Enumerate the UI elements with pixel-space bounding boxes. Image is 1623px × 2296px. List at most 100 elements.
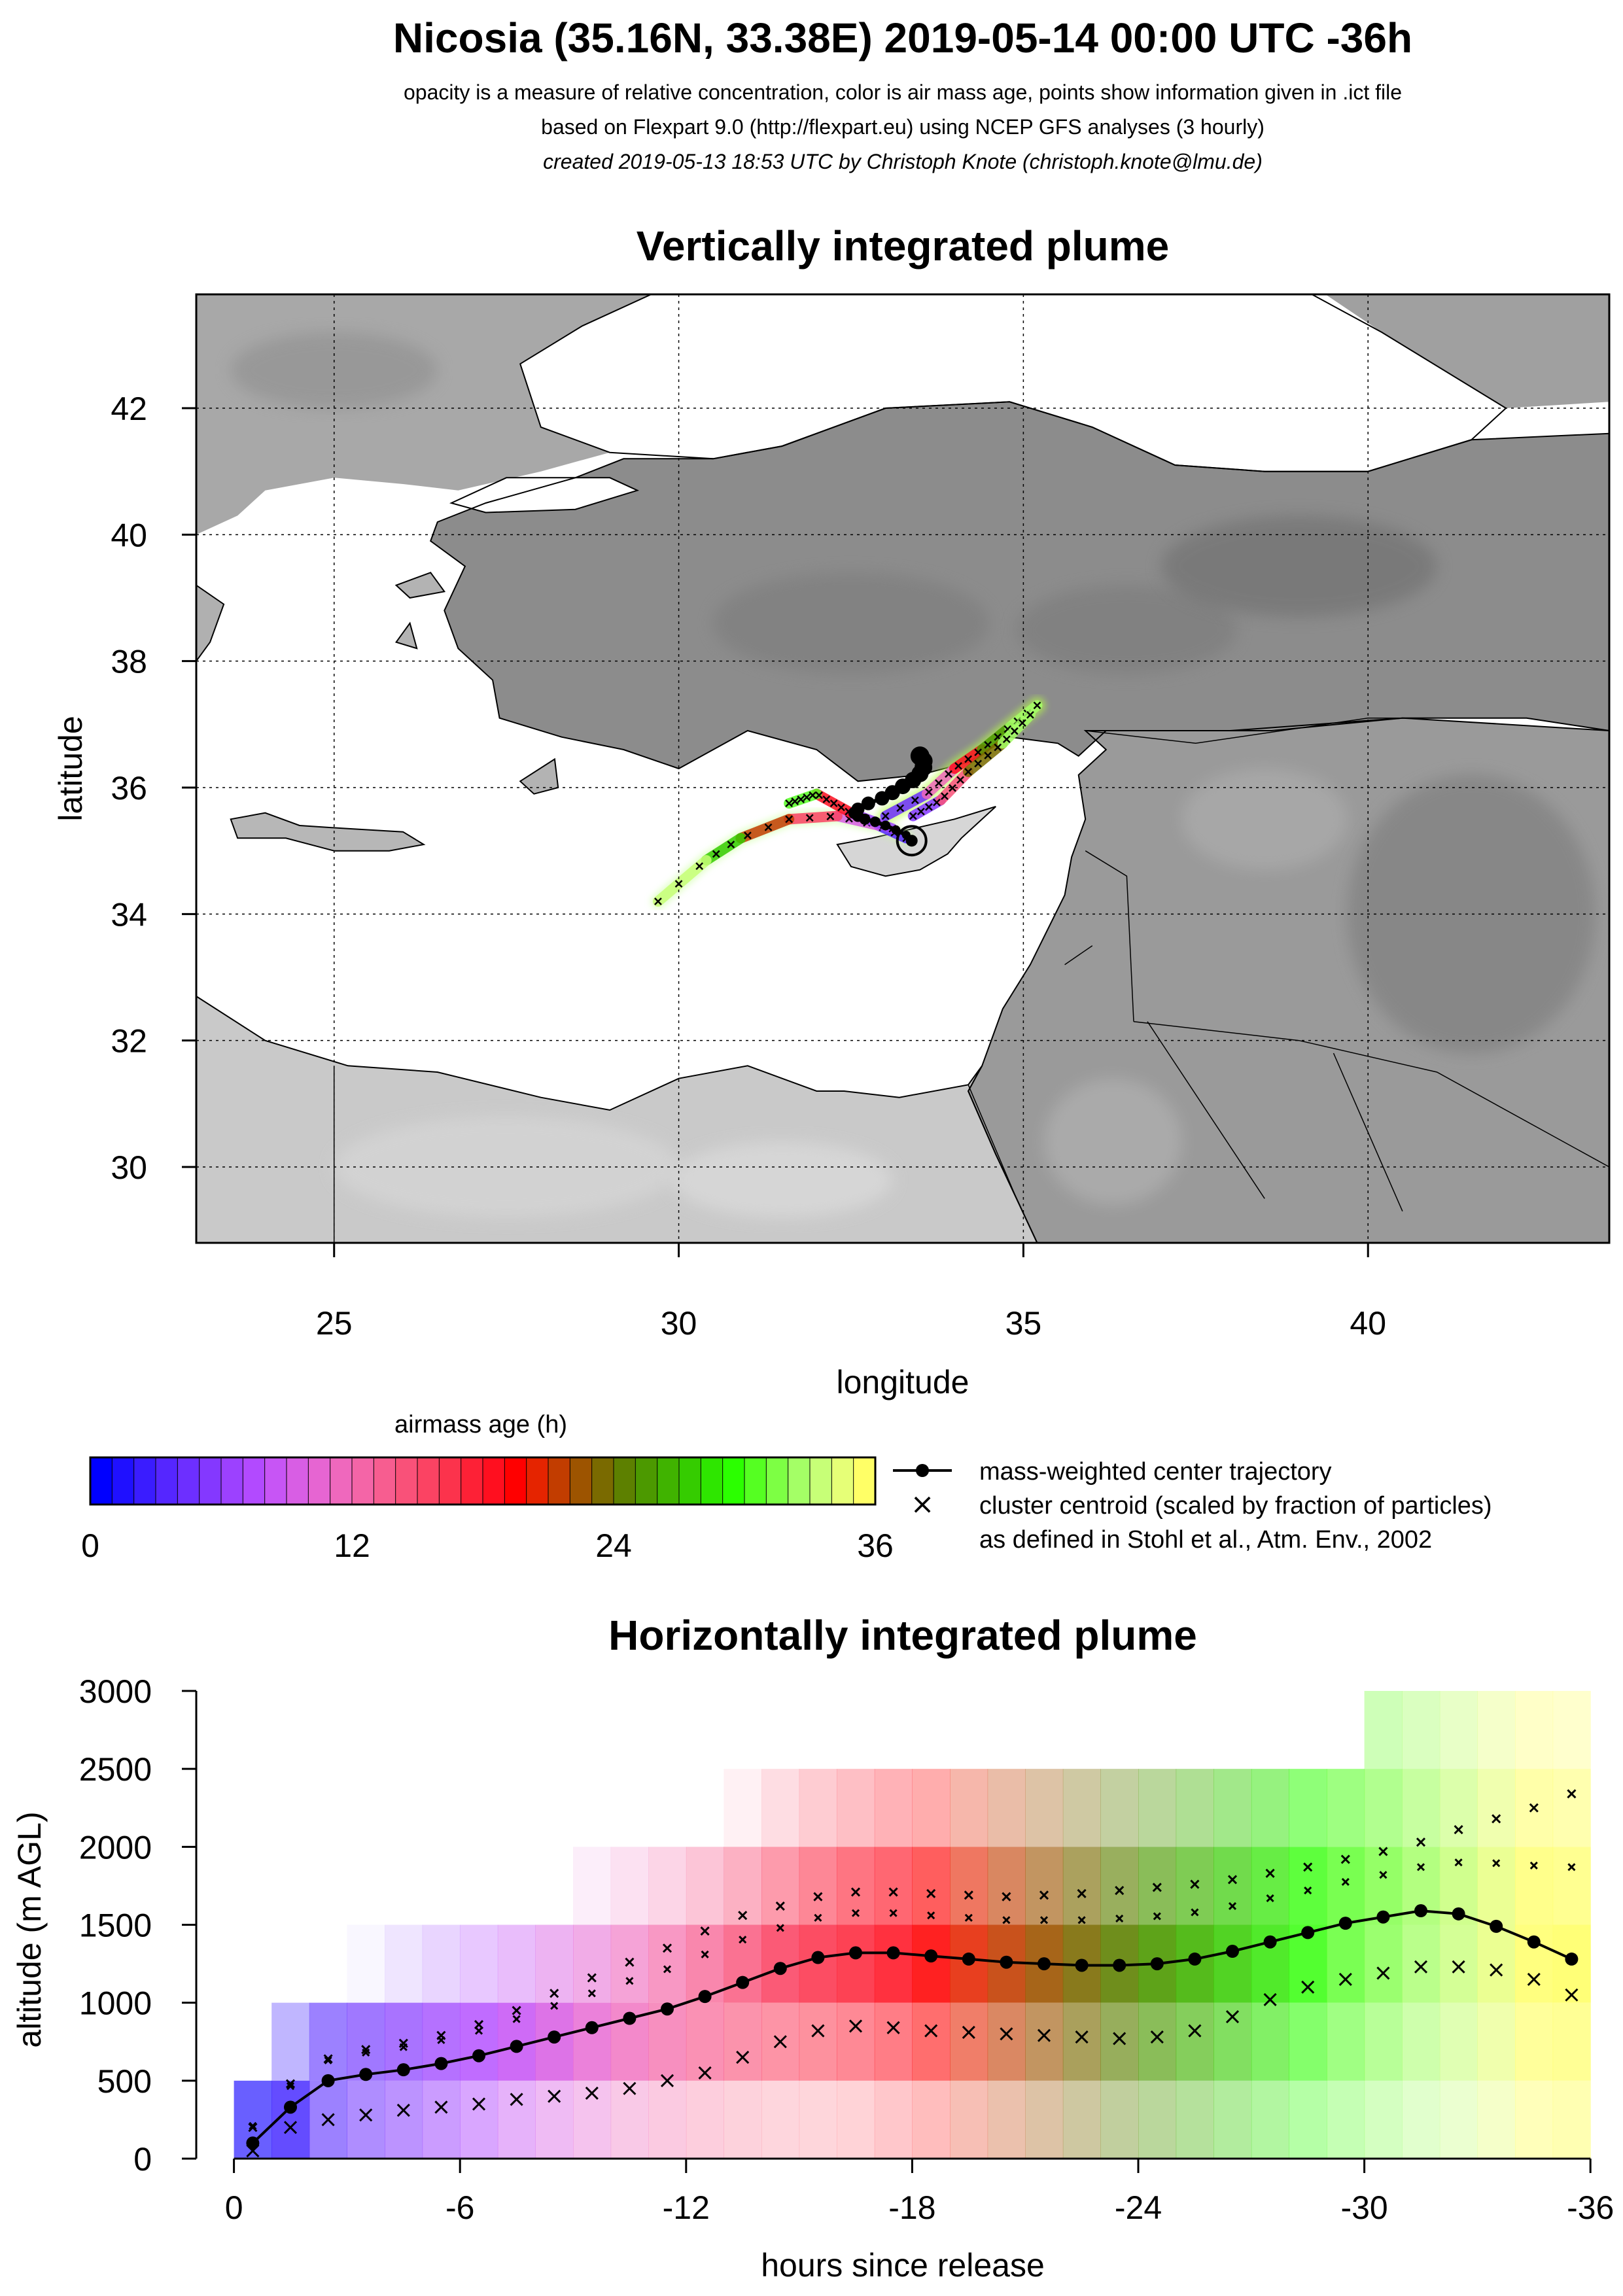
cluster-centroid-mid <box>851 1909 860 1917</box>
altitude-trajectory-point <box>1150 1957 1164 1971</box>
cluster-centroid-map <box>964 755 972 763</box>
altitude-heat-cell <box>460 2080 498 2159</box>
altitude-trajectory-point <box>1301 1926 1315 1939</box>
cluster-centroid-mid <box>1379 1871 1387 1879</box>
altitude-heat-cell <box>1289 2080 1327 2159</box>
center-trajectory-point <box>910 746 930 766</box>
altitude-heat-cell <box>912 2002 951 2081</box>
cluster-centroid-lower <box>472 2097 486 2111</box>
legend-trajectory-label: mass-weighted center trajectory <box>979 1458 1332 1486</box>
altitude-trajectory-point <box>698 1990 712 2004</box>
colorbar-swatch <box>330 1457 353 1505</box>
altitude-heat-cell <box>1439 1924 1478 2003</box>
cluster-centroid-upper <box>361 2045 371 2055</box>
altitude-heat-cell <box>1439 1769 1478 1847</box>
altitude-x-tick-label: -18 <box>888 2189 935 2226</box>
cluster-centroid-lower <box>1150 2030 1164 2044</box>
legend-cluster-marker: × <box>911 1487 935 1521</box>
cluster-centroid-lower <box>1000 2027 1013 2041</box>
cluster-centroid-lower <box>1225 2010 1240 2024</box>
colorbar-swatch <box>199 1457 222 1505</box>
colorbar-swatch <box>133 1457 157 1505</box>
map-title: Vertically integrated plume <box>637 222 1170 270</box>
map-y-tick-label: 38 <box>111 644 147 680</box>
altitude-heat-cell <box>1025 1847 1064 1925</box>
cluster-centroid-upper <box>1227 1875 1238 1885</box>
altitude-heat-cell <box>573 1924 612 2003</box>
colorbar-swatch <box>242 1457 266 1505</box>
cluster-centroid-map <box>941 792 949 801</box>
altitude-heat-cell <box>724 1924 762 2003</box>
release-point-dot <box>905 835 918 847</box>
altitude-heat-cell <box>799 2002 837 2081</box>
altitude-heat-cell <box>1251 2002 1289 2081</box>
cluster-centroid-mid <box>362 2048 370 2057</box>
altitude-heat-cell <box>309 2002 347 2081</box>
altitude-heat-cell <box>912 2080 951 2159</box>
altitude-heat-cell <box>1289 2002 1327 2081</box>
altitude-heat-cell <box>1477 1691 1516 1769</box>
altitude-heat-cell <box>874 2002 913 2081</box>
altitude-heat-cell <box>1327 2002 1365 2081</box>
land-shade-0 <box>1016 585 1238 674</box>
map-y-tick-label: 40 <box>111 517 147 553</box>
altitude-heat-cell <box>1251 1847 1289 1925</box>
altitude-heat-cell <box>912 1924 951 2003</box>
altitude-trajectory-point <box>623 2011 637 2025</box>
altitude-heat-cell <box>497 1924 536 2003</box>
altitude-plot-area <box>234 1691 1591 2159</box>
cluster-centroid-upper <box>926 1888 936 1898</box>
altitude-heat-cell <box>837 1924 875 2003</box>
altitude-trajectory-point <box>510 2040 523 2053</box>
altitude-y-tick-label: 2000 <box>79 1829 152 1866</box>
cluster-centroid-upper <box>1340 1854 1350 1864</box>
altitude-heat-cell <box>761 2080 800 2159</box>
cluster-centroid-map <box>896 804 905 812</box>
cluster-centroid-lower <box>1113 2032 1126 2045</box>
release-point-marker <box>896 825 928 857</box>
cluster-centroid-lower <box>1565 1988 1579 2002</box>
land-shade-2 <box>713 572 989 674</box>
center-trajectory-point <box>869 816 881 827</box>
cluster-centroid-upper <box>512 2006 521 2015</box>
cluster-centroid-mid <box>1529 1861 1538 1870</box>
cluster-centroid-upper <box>775 1901 785 1911</box>
altitude-heat-cell <box>1213 2080 1252 2159</box>
altitude-heat-cell <box>950 2080 988 2159</box>
altitude-heat-cell <box>1213 1769 1252 1847</box>
altitude-heat-cell <box>1213 1847 1252 1925</box>
altitude-heat-cell <box>385 2080 423 2159</box>
colorbar-swatch <box>155 1457 179 1505</box>
altitude-heat-cell <box>347 2080 385 2159</box>
cluster-centroid-lower <box>1414 1960 1428 1974</box>
subtitle-line-3: created 2019-05-13 18:53 UTC by Christop… <box>543 150 1263 173</box>
altitude-heat-cell <box>1439 2080 1478 2159</box>
border-line-6 <box>1147 1021 1265 1199</box>
cluster-centroid-map <box>945 770 952 778</box>
altitude-heat-cell <box>610 1847 649 1925</box>
map-y-tick-label: 32 <box>111 1023 147 1060</box>
border-line-1 <box>1085 850 1134 1022</box>
cluster-centroid-map <box>791 797 799 805</box>
cluster-centroid-map <box>954 761 962 770</box>
altitude-trajectory-point <box>246 2136 260 2150</box>
cluster-centroid-mid <box>1039 1916 1049 1924</box>
altitude-x-axis-label: hours since release <box>761 2247 1045 2284</box>
colorbar-swatch <box>504 1457 527 1505</box>
cluster-centroid-upper <box>1077 1888 1087 1898</box>
altitude-heat-cell <box>1025 1769 1064 1847</box>
cluster-centroid-lower <box>773 2035 787 2049</box>
cluster-centroid-upper <box>1152 1883 1162 1892</box>
cluster-centroid-mid <box>625 1977 634 1985</box>
cluster-centroid-mid <box>512 2015 521 2023</box>
altitude-heat-cell <box>1176 2080 1214 2159</box>
land-shade-3 <box>1347 774 1596 1054</box>
cluster-centroid-lower <box>1490 1963 1503 1977</box>
colorbar-swatch <box>809 1457 833 1505</box>
cluster-centroid-mid <box>1304 1887 1312 1895</box>
cluster-centroid-upper <box>700 1926 710 1936</box>
cluster-centroid-lower <box>1376 1966 1390 1980</box>
altitude-heat-cell <box>799 1847 837 1925</box>
land-lesbos-coastline <box>394 572 446 599</box>
